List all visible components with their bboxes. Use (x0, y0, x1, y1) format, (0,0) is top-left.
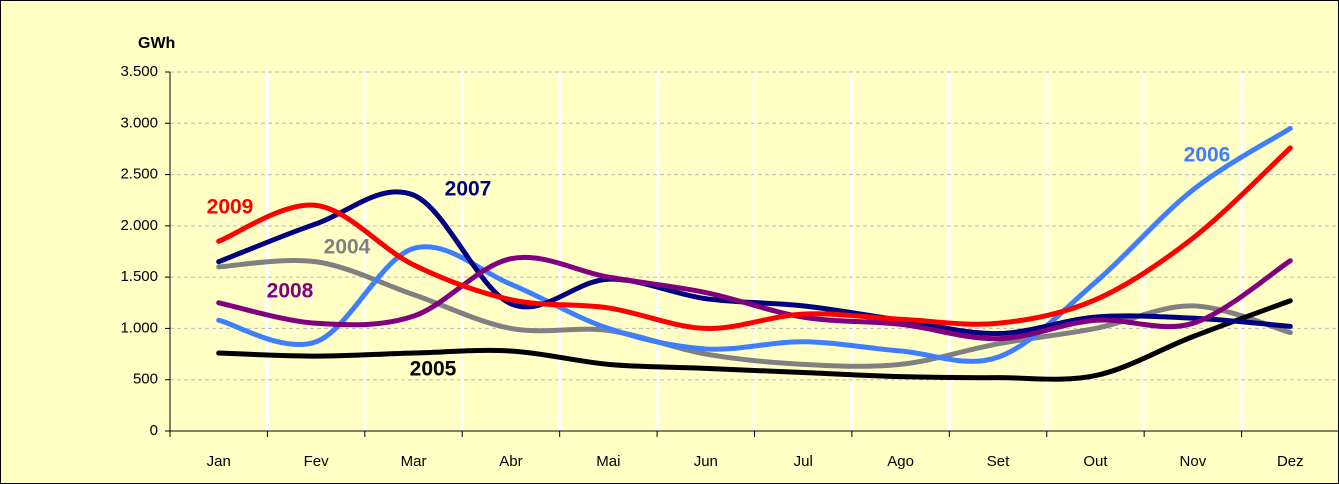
y-tick-label: 3.000 (120, 114, 158, 131)
series-label: 2009 (207, 196, 254, 219)
series-line (216, 298, 1293, 382)
y-tick-label: 2.500 (120, 166, 158, 183)
y-tick-label: 500 (133, 371, 158, 388)
y-tick-label: 1.000 (120, 319, 158, 336)
x-tick-label: Mai (596, 453, 620, 470)
x-tick-label: Ago (887, 453, 914, 470)
x-tick-label: Out (1083, 453, 1108, 470)
x-tick-label: Set (987, 453, 1010, 470)
x-tick-label: Fev (304, 453, 330, 470)
y-tick-label: 2.000 (120, 217, 158, 234)
x-tick-label: Abr (499, 453, 522, 470)
series-line (216, 257, 1293, 369)
series-label: 2005 (410, 358, 457, 381)
series-line (216, 125, 1293, 364)
series-label: 2007 (445, 178, 492, 201)
x-tick-label: Nov (1180, 453, 1207, 470)
y-tick-label: 3.500 (120, 63, 158, 80)
series-label: 2006 (1184, 144, 1231, 167)
y-tick-label: 1.500 (120, 268, 158, 285)
series-label: 2008 (267, 280, 314, 303)
x-tick-label: Mar (401, 453, 427, 470)
y-axis-title: GWh (138, 35, 175, 52)
x-tick-label: Dez (1277, 453, 1304, 470)
series-line (216, 254, 1293, 342)
x-tick-label: Jun (694, 453, 718, 470)
series-line (216, 189, 1293, 337)
x-tick-label: Jul (794, 453, 813, 470)
x-tick-label: Jan (207, 453, 231, 470)
y-tick-label: 0 (150, 422, 158, 439)
series-line (216, 145, 1293, 331)
series-label: 2004 (324, 236, 371, 259)
